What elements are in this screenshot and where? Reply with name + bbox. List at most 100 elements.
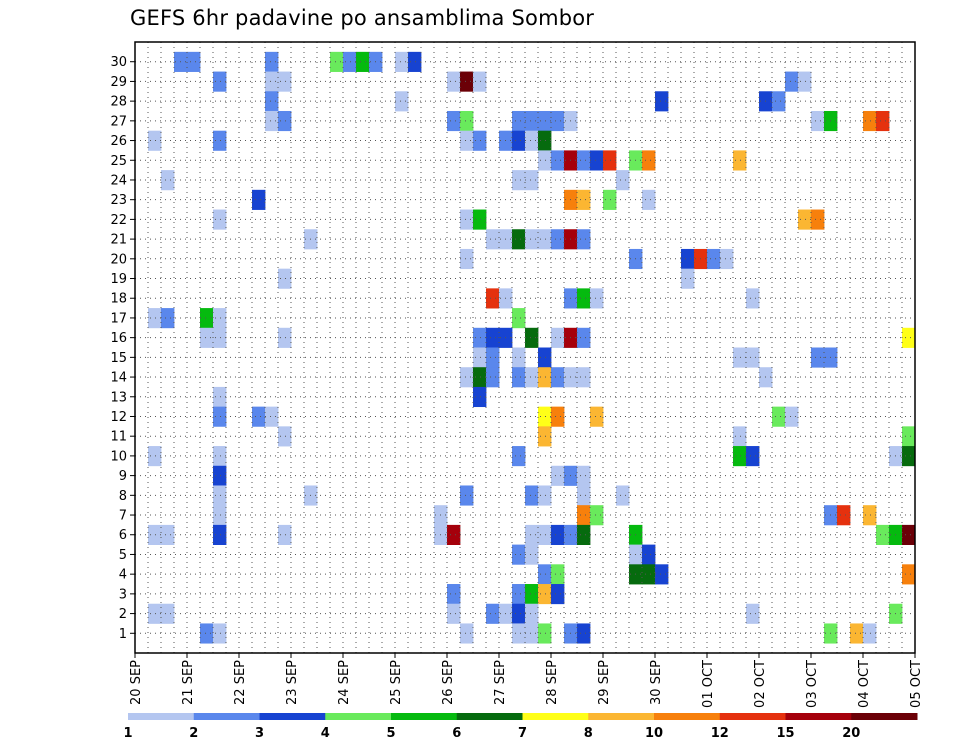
heatmap-cell	[460, 130, 474, 151]
heatmap-cell	[278, 327, 292, 348]
heatmap-cell	[512, 308, 526, 329]
colorbar-tick-label: 2	[189, 726, 198, 741]
heatmap-cell	[200, 308, 214, 329]
heatmap-cell	[408, 51, 422, 72]
colorbar-tick-label: 7	[518, 726, 527, 741]
heatmap-cell	[213, 446, 227, 467]
heatmap-cell	[720, 248, 734, 270]
x-tick-label: 03 OCT	[805, 660, 820, 708]
heatmap-cell	[551, 465, 565, 486]
heatmap-cell	[460, 248, 474, 270]
y-tick-label: 14	[110, 371, 127, 386]
heatmap-cell	[863, 110, 877, 132]
heatmap-cell	[200, 327, 214, 348]
heatmap-cell	[525, 485, 539, 506]
heatmap-cell	[772, 406, 786, 427]
heatmap-cell	[213, 406, 227, 427]
heatmap-cell	[577, 327, 591, 348]
y-tick-label: 7	[119, 509, 127, 524]
heatmap-cell	[460, 209, 474, 230]
heatmap-cell	[681, 268, 695, 289]
heatmap-cell	[356, 51, 370, 72]
heatmap-cell	[460, 485, 474, 506]
heatmap-cell	[525, 524, 539, 545]
heatmap-cell	[512, 584, 526, 605]
colorbar-tick-label: 12	[711, 726, 729, 741]
y-tick-label: 13	[110, 390, 127, 405]
heatmap-cell	[551, 564, 565, 585]
heatmap-cell	[447, 524, 461, 545]
y-tick-label: 15	[110, 351, 127, 366]
colorbar-segment	[128, 713, 195, 720]
heatmap-cell	[447, 71, 461, 92]
heatmap-cell	[551, 367, 565, 388]
heatmap-cell	[577, 524, 591, 545]
y-tick-label: 11	[110, 430, 127, 445]
colorbar-segment	[522, 713, 589, 720]
x-tick-label: 27 SEP	[493, 660, 508, 705]
x-tick-label: 25 SEP	[389, 660, 404, 705]
heatmap-cell	[252, 189, 266, 210]
heatmap-cell	[512, 170, 526, 191]
heatmap-cell	[148, 446, 162, 467]
heatmap-cell	[213, 465, 227, 486]
heatmap-cell	[473, 367, 487, 388]
heatmap-cell	[577, 189, 591, 210]
heatmap-cell	[473, 130, 487, 151]
heatmap-cell	[577, 229, 591, 250]
heatmap-cell	[902, 446, 916, 467]
heatmap-cell	[876, 524, 890, 545]
x-tick-label: 02 OCT	[753, 660, 768, 708]
heatmap-cell	[811, 110, 825, 132]
heatmap-cell	[213, 71, 227, 92]
heatmap-cell	[733, 347, 747, 368]
heatmap-cell	[837, 505, 851, 526]
heatmap-cell	[473, 71, 487, 92]
heatmap-cell	[473, 347, 487, 368]
heatmap-cell	[525, 544, 539, 565]
heatmap-cell	[616, 170, 630, 191]
heatmap-cell	[642, 189, 656, 210]
colorbar-segment	[325, 713, 392, 720]
x-tick-label: 01 OCT	[701, 660, 716, 708]
heatmap-cell	[330, 51, 344, 72]
colorbar-tick-label: 20	[842, 726, 860, 741]
y-tick-label: 5	[119, 548, 127, 563]
x-tick-label: 28 SEP	[545, 660, 560, 705]
heatmap-cell	[148, 524, 162, 545]
colorbar-segment	[456, 713, 523, 720]
heatmap-cell	[512, 544, 526, 565]
heatmap-cell	[486, 288, 500, 309]
heatmap-cell	[681, 248, 695, 270]
colorbar-tick-label: 1	[123, 726, 132, 741]
colorbar-tick-label: 15	[776, 726, 794, 741]
colorbar-tick-label: 3	[255, 726, 264, 741]
heatmap-cell	[525, 130, 539, 151]
y-tick-label: 6	[119, 528, 127, 543]
heatmap-cell	[863, 505, 877, 526]
heatmap-cell	[538, 150, 552, 171]
heatmap-cell	[590, 505, 604, 526]
heatmap-cell	[161, 603, 175, 624]
heatmap-cell	[811, 209, 825, 230]
heatmap-cell	[538, 347, 552, 368]
x-tick-label: 24 SEP	[337, 660, 352, 705]
heatmap-cell	[551, 406, 565, 427]
heatmap-cell	[213, 308, 227, 329]
y-tick-label: 30	[110, 55, 127, 70]
heatmap-cell	[577, 367, 591, 388]
heatmap-cell	[213, 623, 227, 644]
heatmap-cell	[473, 327, 487, 348]
heatmap-cell	[525, 327, 539, 348]
heatmap-cell	[213, 505, 227, 526]
heatmap-cell	[512, 130, 526, 151]
heatmap-cell	[265, 71, 279, 92]
y-tick-label: 4	[119, 568, 127, 583]
heatmap-cell	[148, 130, 162, 151]
heatmap-cell	[577, 465, 591, 486]
heatmap-cell	[551, 524, 565, 545]
y-tick-label: 10	[110, 449, 127, 464]
heatmap-cell	[447, 603, 461, 624]
heatmap-cell	[551, 327, 565, 348]
